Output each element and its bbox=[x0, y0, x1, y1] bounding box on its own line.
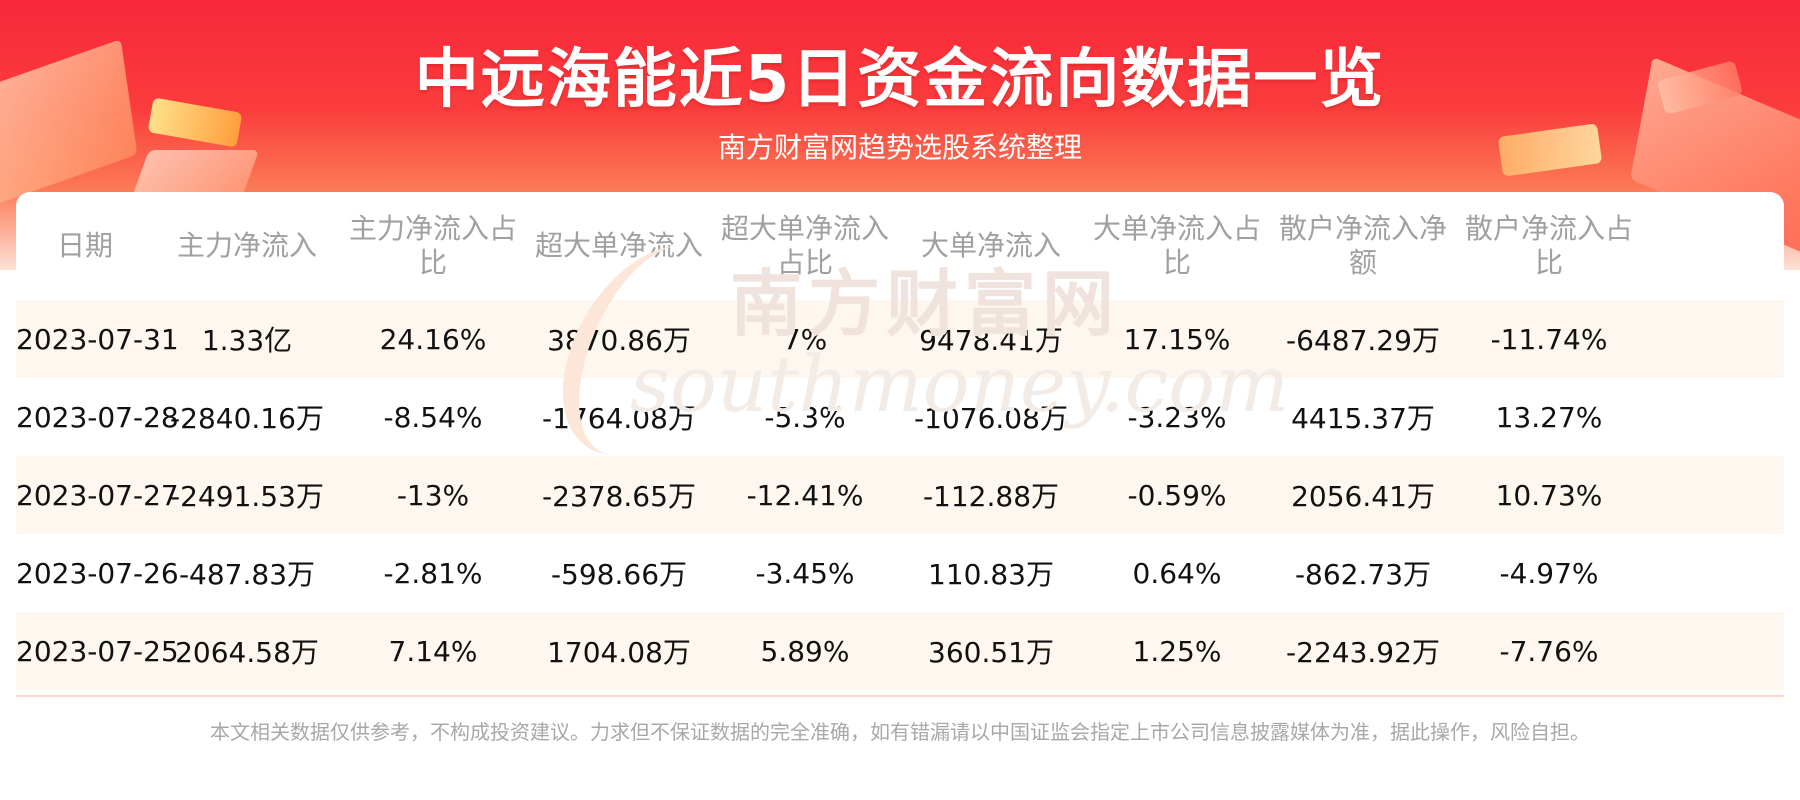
table-cell: -1076.08万 bbox=[914, 402, 1068, 435]
table-cell: -2491.53万 bbox=[154, 456, 340, 534]
table-cell: 2056.41万 bbox=[1270, 456, 1456, 534]
column-header-main-net-inflow: 主力净流入 bbox=[176, 229, 317, 262]
table-cell: -112.88万 bbox=[898, 456, 1084, 534]
table-row: 2023-07-31 1.33亿 24.16% 3870.86万 7% 9478… bbox=[16, 300, 1784, 378]
table-cell: -11.74% bbox=[1456, 300, 1642, 378]
column-header-large-net-inflow-ratio: 大单净流入占比 bbox=[1092, 212, 1261, 279]
footer-divider bbox=[16, 695, 1784, 697]
fund-flow-table: 日期 主力净流入 主力净流入占比 超大单净流入 超大单净流入占比 大单净流入 大… bbox=[16, 192, 1784, 690]
column-header-retail-net-inflow-amount: 散户净流入净额 bbox=[1278, 212, 1447, 279]
table-cell: -7.76% bbox=[1456, 612, 1642, 690]
table-row: 2023-07-28 -2840.16万 -8.54% -1764.08万 -5… bbox=[16, 378, 1784, 456]
table-cell: -8.54% bbox=[383, 400, 483, 434]
table-row: 2023-07-27 -2491.53万 -13% -2378.65万 -12.… bbox=[16, 456, 1784, 534]
table-cell: 7% bbox=[712, 300, 898, 378]
table-cell: -862.73万 bbox=[1294, 558, 1432, 591]
table-cell: 0.64% bbox=[1132, 556, 1222, 590]
page-subtitle: 南方财富网趋势选股系统整理 bbox=[717, 131, 1082, 164]
table-cell: 2023-07-31 bbox=[16, 300, 179, 378]
table-cell: -3.23% bbox=[1127, 400, 1227, 434]
disclaimer-text: 本文相关数据仅供参考，不构成投资建议。力求但不保证数据的完全准确，如有错漏请以中… bbox=[210, 720, 1590, 744]
table-cell: 1704.08万 bbox=[526, 612, 712, 690]
column-header-main-net-inflow-ratio: 主力净流入占比 bbox=[348, 212, 517, 279]
table-cell: -2840.16万 bbox=[170, 402, 324, 435]
table-cell: 110.83万 bbox=[928, 558, 1054, 591]
table-cell: -598.66万 bbox=[550, 558, 688, 591]
table-cell: -5.3% bbox=[764, 400, 846, 434]
table-cell: -12.41% bbox=[712, 456, 898, 534]
table-cell: 2023-07-28 bbox=[16, 400, 179, 434]
table-cell: 9478.41万 bbox=[898, 300, 1084, 378]
column-header-super-large-net-inflow: 超大单净流入 bbox=[534, 229, 703, 262]
table-cell: 4415.37万 bbox=[1291, 402, 1435, 435]
table-cell: 2023-07-26 bbox=[16, 556, 179, 590]
table-row: 2023-07-25 2064.58万 7.14% 1704.08万 5.89%… bbox=[16, 612, 1784, 690]
table-cell: 1.25% bbox=[1084, 612, 1270, 690]
table-cell: 24.16% bbox=[340, 300, 526, 378]
column-header-super-large-net-inflow-ratio: 超大单净流入占比 bbox=[720, 212, 889, 279]
table-cell: -2.81% bbox=[383, 556, 483, 590]
table-cell: 2023-07-27 bbox=[16, 456, 179, 534]
table-cell: 1.33亿 bbox=[154, 300, 340, 378]
table-cell: 360.51万 bbox=[898, 612, 1084, 690]
table-cell: 2064.58万 bbox=[154, 612, 340, 690]
table-cell: -2378.65万 bbox=[526, 456, 712, 534]
table-cell: -3.45% bbox=[755, 556, 855, 590]
table-cell: 13.27% bbox=[1495, 400, 1603, 434]
table-cell: -4.97% bbox=[1499, 556, 1599, 590]
table-cell: -6487.29万 bbox=[1270, 300, 1456, 378]
table-cell: -487.83万 bbox=[178, 558, 316, 591]
data-card: 日期 主力净流入 主力净流入占比 超大单净流入 超大单净流入占比 大单净流入 大… bbox=[16, 192, 1784, 696]
table-cell: -13% bbox=[340, 456, 526, 534]
table-row: 2023-07-26 -487.83万 -2.81% -598.66万 -3.4… bbox=[16, 534, 1784, 612]
table-cell: 17.15% bbox=[1084, 300, 1270, 378]
table-cell: -2243.92万 bbox=[1270, 612, 1456, 690]
table-cell: -0.59% bbox=[1084, 456, 1270, 534]
column-header-date: 日期 bbox=[56, 229, 113, 262]
table-cell: 7.14% bbox=[340, 612, 526, 690]
table-cell: -1764.08万 bbox=[542, 402, 696, 435]
table-cell: 3870.86万 bbox=[526, 300, 712, 378]
table-header-row: 日期 主力净流入 主力净流入占比 超大单净流入 超大单净流入占比 大单净流入 大… bbox=[16, 192, 1784, 300]
table-cell: 2023-07-25 bbox=[16, 612, 179, 690]
column-header-retail-net-inflow-ratio: 散户净流入占比 bbox=[1464, 212, 1633, 279]
page-title: 中远海能近5日资金流向数据一览 bbox=[414, 43, 1386, 117]
column-header-large-net-inflow: 大单净流入 bbox=[920, 229, 1061, 262]
table-cell: 5.89% bbox=[712, 612, 898, 690]
table-cell: 10.73% bbox=[1456, 456, 1642, 534]
